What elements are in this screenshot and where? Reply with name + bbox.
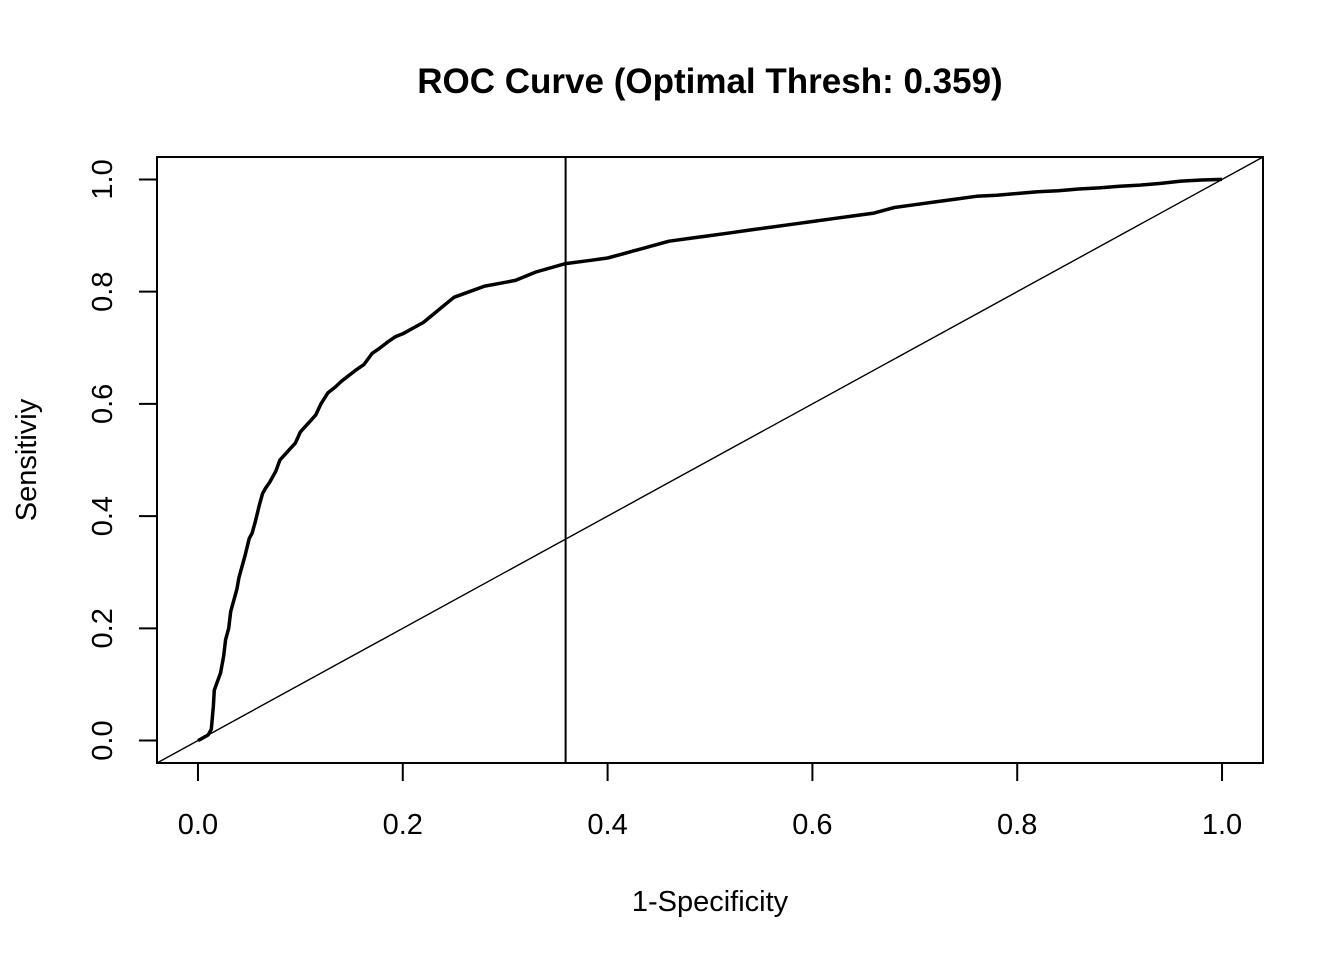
y-tick-label: 0.4 (87, 496, 119, 536)
y-tick-label: 0.8 (87, 272, 119, 312)
x-tick-label: 0.0 (178, 809, 218, 841)
y-axis-label: Sensitiviy (11, 398, 43, 521)
y-tick-label: 0.6 (87, 384, 119, 424)
x-axis: 0.0 0.2 0.4 0.6 0.8 1.0 (178, 763, 1242, 841)
y-axis: 0.0 0.2 0.4 0.6 0.8 1.0 (87, 159, 157, 761)
x-tick-label: 0.2 (383, 809, 423, 841)
reference-diagonal-line (156, 156, 1264, 764)
y-tick-label: 1.0 (87, 159, 119, 199)
x-tick-label: 0.8 (997, 809, 1037, 841)
y-tick-label: 0.0 (87, 720, 119, 760)
x-tick-label: 1.0 (1202, 809, 1242, 841)
plot-frame (156, 156, 1264, 764)
roc-curve-series (197, 177, 1223, 743)
chart-title: ROC Curve (Optimal Thresh: 0.359) (417, 62, 1002, 101)
x-tick-label: 0.4 (587, 809, 627, 841)
y-tick-label: 0.2 (87, 608, 119, 648)
x-tick-label: 0.6 (792, 809, 832, 841)
x-axis-label: 1-Specificity (632, 886, 789, 918)
